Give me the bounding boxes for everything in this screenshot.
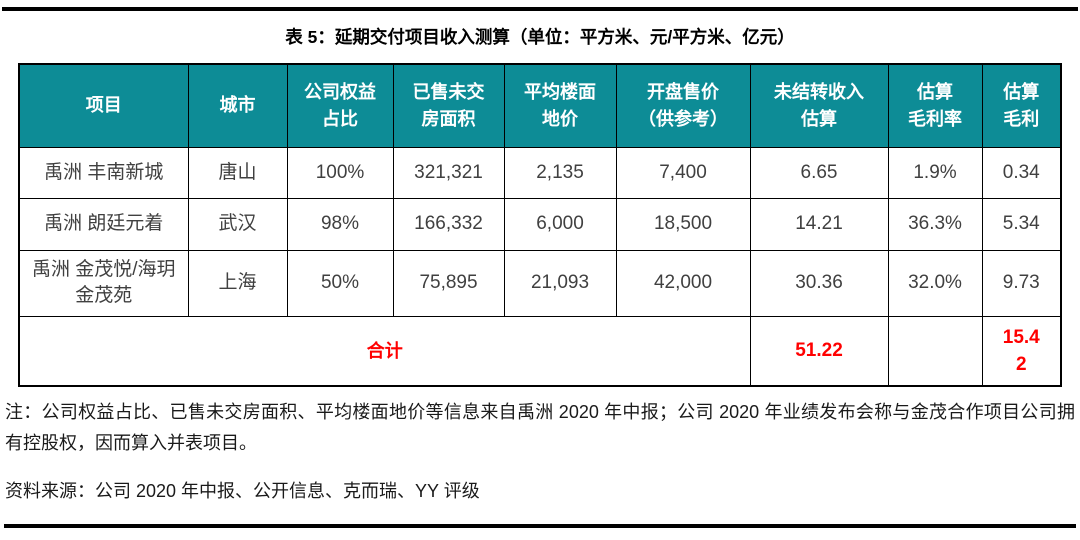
- column-header-line: 房面积: [421, 108, 476, 129]
- column-header-equity-ratio: 公司权益 占比: [286, 63, 394, 148]
- cell-opening-price: 42,000: [615, 249, 751, 317]
- cell-equity-ratio: 98%: [286, 197, 394, 251]
- cell-gross-margin: 36.3%: [887, 197, 983, 251]
- total-gross-profit: 15.42: [981, 315, 1062, 387]
- cell-equity-ratio: 100%: [286, 146, 394, 199]
- cell-avg-floor-price: 6,000: [503, 197, 617, 251]
- table-footnote: 注：公司权益占比、已售未交房面积、平均楼面地价等信息来自禹洲 2020 年中报；…: [5, 402, 1075, 453]
- cell-avg-floor-price: 21,093: [503, 249, 617, 317]
- cell-opening-price: 7,400: [615, 146, 751, 199]
- cell-avg-floor-price: 2,135: [503, 146, 617, 199]
- cell-opening-price: 18,500: [615, 197, 751, 251]
- cell-sold-undelivered-area: 321,321: [392, 146, 505, 199]
- cell-unrecognized-revenue: 6.65: [749, 146, 889, 199]
- column-header-project: 项目: [18, 63, 189, 148]
- cell-unrecognized-revenue: 30.36: [749, 249, 889, 317]
- column-header-line: 估算: [801, 108, 837, 129]
- column-header-line: 平均楼面: [524, 81, 596, 102]
- column-header-line: （供参考）: [638, 108, 728, 129]
- cell-sold-undelivered-area: 75,895: [392, 249, 505, 317]
- bottom-divider: [4, 524, 1076, 528]
- top-divider: [2, 7, 1078, 11]
- cell-gross-margin: 32.0%: [887, 249, 983, 317]
- column-header-line: 地价: [542, 108, 578, 129]
- column-header-city: 城市: [187, 63, 288, 148]
- cell-unrecognized-revenue: 14.21: [749, 197, 889, 251]
- cell-city: 唐山: [187, 146, 288, 199]
- cell-gross-profit: 9.73: [981, 249, 1062, 317]
- table-row: 禹洲 丰南新城 唐山 100% 321,321 2,135 7,400 6.65…: [18, 146, 1062, 199]
- column-header-line: 项目: [85, 95, 122, 116]
- cell-sold-undelivered-area: 166,332: [392, 197, 505, 251]
- total-unrecognized-revenue: 51.22: [749, 315, 889, 387]
- column-header-line: 毛利率: [908, 108, 962, 129]
- column-header-unrecognized-revenue: 未结转收入 估算: [749, 63, 889, 148]
- total-label: 合计: [18, 315, 751, 387]
- column-header-line: 公司权益: [304, 81, 376, 102]
- table-row: 禹洲 朗廷元着 武汉 98% 166,332 6,000 18,500 14.2…: [18, 197, 1062, 251]
- column-header-line: 未结转收入: [774, 81, 864, 102]
- column-header-line: 毛利: [1003, 108, 1040, 129]
- cell-gross-profit: 0.34: [981, 146, 1062, 199]
- cell-equity-ratio: 50%: [286, 249, 394, 317]
- header-row: 项目 城市 公司权益占比 已售未交房面积 平均楼面地价 开盘售价 （供参考） 未结…: [18, 63, 1062, 148]
- total-row: 合计 51.22 15.42: [18, 315, 1062, 387]
- column-header-avg-floor-price: 平均楼面 地价: [503, 63, 617, 148]
- column-header-line: 已售未交: [412, 81, 485, 102]
- data-source: 资料来源：公司 2020 年中报、公开信息、克而瑞、YY 评级: [5, 481, 480, 501]
- column-header-line: 估算: [1003, 81, 1040, 102]
- revenue-estimate-table: 项目 城市 公司权益占比 已售未交房面积 平均楼面地价 开盘售价 （供参考） 未结…: [18, 63, 1062, 387]
- cell-gross-profit: 5.34: [981, 197, 1062, 251]
- table-title: 表 5：延期交付项目收入测算（单位：平方米、元/平方米、亿元）: [285, 27, 795, 47]
- column-header-sold-undelivered-area: 已售未交 房面积: [392, 63, 505, 148]
- cell-gross-margin: 1.9%: [887, 146, 983, 199]
- cell-project: 禹洲 丰南新城: [18, 146, 189, 199]
- total-gross-margin: [887, 315, 983, 387]
- cell-project: 禹洲 金茂悦/海玥金茂苑: [18, 249, 189, 317]
- cell-city: 武汉: [187, 197, 288, 251]
- table-row: 禹洲 金茂悦/海玥金茂苑 上海 50% 75,895 21,093 42,000…: [18, 249, 1062, 317]
- column-header-line: 开盘售价: [647, 81, 719, 102]
- cell-project: 禹洲 朗廷元着: [18, 197, 189, 251]
- column-header-gross-profit: 估算 毛利: [981, 63, 1062, 148]
- column-header-gross-margin: 估算 毛利率: [887, 63, 983, 148]
- column-header-opening-price: 开盘售价 （供参考）: [615, 63, 751, 148]
- column-header-line: 估算: [917, 81, 953, 102]
- column-header-line: 城市: [219, 95, 256, 116]
- column-header-line: 占比: [322, 108, 358, 129]
- cell-city: 上海: [187, 249, 288, 317]
